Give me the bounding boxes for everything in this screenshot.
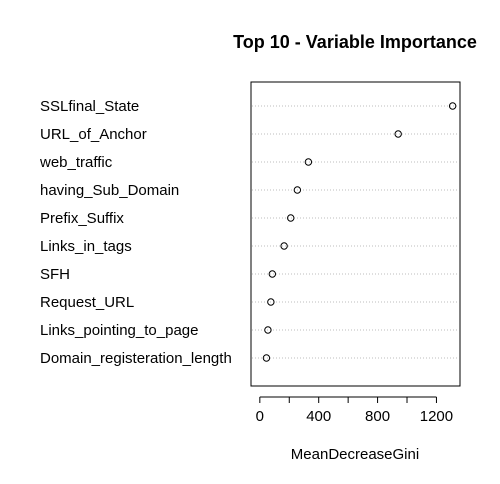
category-label: Request_URL	[40, 294, 134, 311]
data-point	[395, 131, 401, 137]
category-label: Domain_registeration_length	[40, 350, 232, 367]
x-axis-label: MeanDecreaseGini	[291, 446, 419, 463]
x-tick-label: 1200	[420, 408, 453, 425]
category-label: Prefix_Suffix	[40, 210, 124, 227]
category-label: Links_pointing_to_page	[40, 322, 198, 339]
category-label: SSLfinal_State	[40, 98, 139, 115]
category-label: URL_of_Anchor	[40, 126, 147, 143]
x-tick-label: 800	[365, 408, 390, 425]
category-label: having_Sub_Domain	[40, 182, 179, 199]
chart-title: Top 10 - Variable Importance	[233, 32, 477, 52]
x-tick-label: 0	[256, 408, 264, 425]
x-tick-label: 400	[306, 408, 331, 425]
category-label: Links_in_tags	[40, 238, 132, 255]
category-label: SFH	[40, 266, 70, 283]
data-point	[281, 243, 287, 249]
plot-area-box	[251, 82, 460, 386]
category-label: web_traffic	[39, 154, 113, 171]
